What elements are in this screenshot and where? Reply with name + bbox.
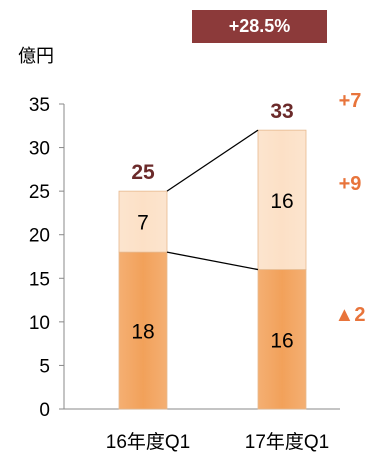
bar-segment-2-17年度Q1 — [257, 129, 307, 270]
connector-segment-1 — [166, 251, 259, 271]
y-tick-label: 10 — [29, 313, 50, 334]
y-axis-unit-label: 億円 — [18, 46, 54, 66]
segment-value-label: 7 — [137, 212, 149, 235]
segment-value-label: 16 — [270, 329, 293, 352]
bar-segment-1-16年度Q1 — [118, 251, 168, 410]
change-label: +9 — [339, 173, 362, 195]
segment-value-label: 18 — [131, 321, 154, 344]
growth-badge: +28.5% — [192, 10, 327, 43]
y-tick-label: 25 — [29, 182, 50, 203]
bar-segment-2-16年度Q1 — [118, 190, 168, 253]
change-label: ▲2 — [335, 304, 366, 326]
change-label: +7 — [339, 90, 362, 112]
segment-value-label: 16 — [270, 190, 293, 213]
y-tick-label: 15 — [29, 269, 50, 290]
total-label: 33 — [270, 100, 293, 123]
y-tick-label: 5 — [39, 356, 50, 377]
category-label: 17年度Q1 — [245, 431, 329, 453]
y-tick-label: 0 — [39, 400, 50, 421]
y-tick-label: 35 — [29, 95, 50, 116]
total-label: 25 — [131, 161, 155, 184]
connector-total — [166, 129, 259, 192]
y-tick-label: 20 — [29, 226, 50, 247]
category-label: 16年度Q1 — [106, 431, 190, 453]
y-tick-label: 30 — [29, 139, 50, 160]
